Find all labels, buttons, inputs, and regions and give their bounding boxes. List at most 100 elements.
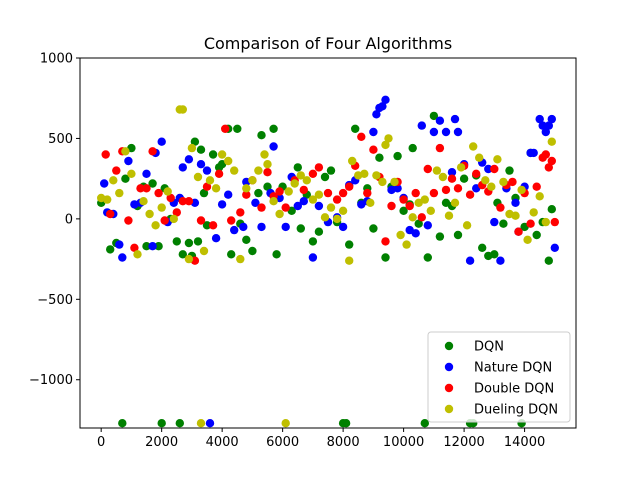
data-point — [363, 188, 372, 198]
x-tick-label: 12000 — [443, 435, 484, 450]
y-tick-label: 0 — [65, 212, 73, 227]
data-point — [532, 230, 541, 240]
data-point — [184, 197, 194, 206]
data-point — [345, 256, 354, 265]
data-point — [332, 214, 342, 224]
data-point — [242, 184, 251, 193]
data-point — [254, 166, 263, 175]
data-point — [523, 235, 532, 244]
data-point — [281, 203, 290, 212]
data-point — [121, 174, 130, 183]
data-point — [493, 155, 502, 164]
data-point — [345, 182, 354, 191]
data-point — [106, 209, 115, 219]
data-point — [320, 172, 330, 182]
data-point — [314, 201, 324, 211]
data-point — [423, 253, 432, 262]
data-point — [299, 197, 308, 206]
data-point — [293, 201, 302, 211]
data-point — [408, 143, 417, 153]
data-point — [426, 206, 435, 215]
data-point — [281, 419, 290, 428]
data-point — [115, 240, 124, 249]
data-point — [106, 245, 115, 254]
x-tick-label: 10000 — [383, 435, 424, 450]
data-point — [257, 131, 266, 140]
data-point — [202, 221, 212, 230]
data-point — [101, 150, 110, 159]
data-point — [435, 143, 445, 153]
data-point — [296, 171, 305, 180]
data-point — [326, 166, 336, 175]
data-point — [366, 198, 375, 207]
data-point — [550, 217, 559, 227]
data-point — [541, 127, 550, 137]
legend-box — [427, 331, 571, 423]
x-tick-label: 0 — [97, 435, 105, 450]
data-point — [236, 208, 245, 217]
data-point — [251, 198, 260, 207]
data-point — [175, 419, 184, 428]
data-point — [544, 256, 553, 265]
data-point — [535, 114, 544, 124]
data-point — [314, 163, 324, 172]
data-point — [338, 188, 348, 198]
data-point — [224, 156, 233, 166]
data-point — [432, 166, 442, 175]
data-point — [384, 134, 393, 143]
data-point — [257, 203, 266, 212]
data-point — [257, 222, 266, 232]
data-point — [160, 216, 169, 225]
data-point — [417, 121, 426, 130]
data-point — [169, 214, 178, 224]
data-point — [544, 121, 553, 130]
data-point — [535, 192, 544, 201]
data-point — [381, 140, 390, 150]
data-point — [284, 187, 293, 196]
data-point — [420, 419, 429, 428]
data-point — [496, 256, 505, 265]
data-point — [326, 203, 336, 212]
data-point — [441, 185, 451, 195]
data-point — [151, 221, 160, 230]
data-point — [196, 419, 206, 428]
data-point — [115, 188, 124, 198]
data-point — [233, 124, 242, 133]
data-point — [196, 216, 206, 225]
data-point — [541, 217, 550, 227]
data-point — [396, 230, 405, 240]
data-point — [547, 156, 556, 166]
data-point — [230, 225, 239, 235]
legend-label: Dueling DQN — [474, 403, 558, 418]
data-point — [399, 195, 408, 204]
data-point — [154, 242, 163, 251]
axes-layer: 0 2000 4000 6000 8000 10000 12000 14000−1000−50… — [29, 52, 545, 451]
data-point — [490, 250, 499, 259]
data-point — [190, 137, 200, 146]
data-point — [453, 184, 463, 193]
data-point — [184, 254, 194, 264]
y-tick-label: −1000 — [29, 373, 73, 388]
data-point — [308, 169, 318, 178]
data-point — [378, 177, 387, 187]
data-point — [103, 195, 112, 204]
data-point — [532, 182, 541, 191]
data-point — [112, 166, 121, 175]
data-point — [381, 253, 390, 262]
data-point — [142, 169, 151, 178]
x-tick-label: 6000 — [266, 435, 299, 450]
data-point — [275, 187, 284, 196]
data-point — [378, 102, 387, 111]
data-point — [450, 198, 460, 207]
data-point — [239, 222, 248, 232]
data-point — [172, 237, 181, 246]
data-point — [178, 250, 187, 259]
data-point — [369, 145, 378, 154]
data-point — [308, 237, 318, 246]
data-point — [202, 166, 212, 175]
data-point — [456, 163, 466, 172]
data-point — [205, 419, 215, 428]
data-point — [163, 187, 172, 196]
data-point — [154, 188, 163, 198]
